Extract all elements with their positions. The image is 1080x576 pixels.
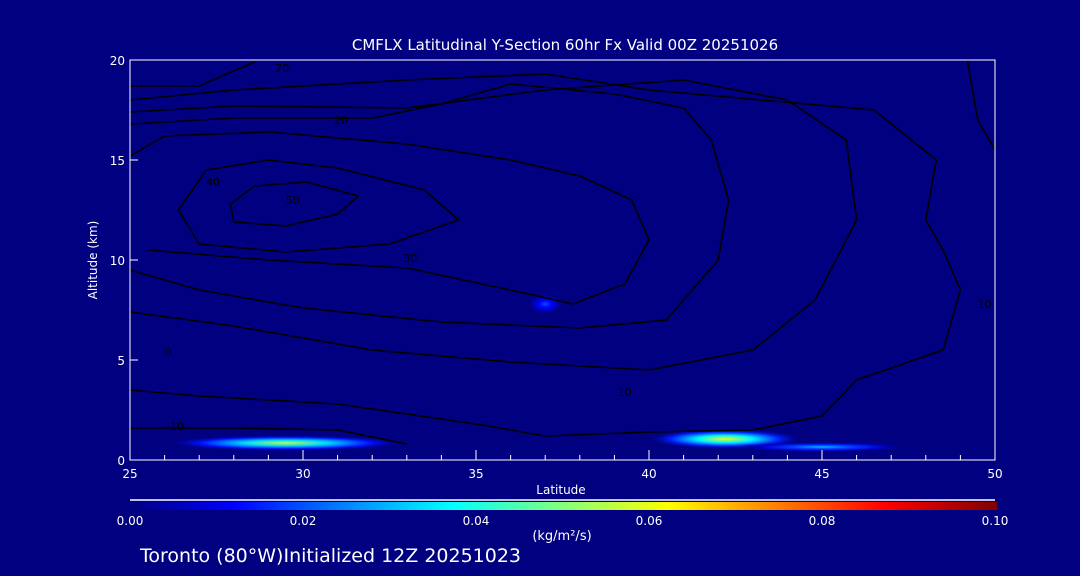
y-tick-label: 20 xyxy=(110,54,125,68)
colorbar xyxy=(130,502,997,510)
y-tick-label: 0 xyxy=(117,454,125,468)
colorbar-tick-label: 0.00 xyxy=(117,514,144,528)
contour-label: 70 xyxy=(275,62,289,75)
x-tick-label: 50 xyxy=(987,467,1002,481)
contour-label: 20 xyxy=(334,114,348,127)
axes: 25 30 35 40 45 50 0 5 10 15 20 xyxy=(110,54,1003,481)
contour-label: 40 xyxy=(206,176,220,189)
x-tick-label: 25 xyxy=(122,467,137,481)
contour-line xyxy=(130,427,407,445)
colorbar-tick-label: 0.08 xyxy=(809,514,836,528)
colorbar-tick-label: 0.04 xyxy=(463,514,490,528)
shaded-region xyxy=(735,442,909,452)
contour-line xyxy=(129,131,650,305)
chart-title: CMFLX Latitudinal Y-Section 60hr Fx Vali… xyxy=(352,36,778,54)
contour-line xyxy=(129,83,730,329)
x-axis-label: Latitude xyxy=(536,483,585,497)
colorbar-units: (kg/m²/s) xyxy=(532,529,591,544)
contour-line xyxy=(130,61,255,87)
contour-line xyxy=(966,59,996,151)
contour-line xyxy=(129,79,858,371)
x-tick-label: 45 xyxy=(814,467,829,481)
shaded-region xyxy=(164,435,407,451)
contour-label: 10 xyxy=(978,298,992,311)
x-tick-label: 30 xyxy=(295,467,310,481)
contour-label: 0 xyxy=(165,346,172,359)
contour-line xyxy=(229,181,361,227)
shaded-regions xyxy=(164,294,909,452)
contour-line xyxy=(129,73,962,437)
colorbar-ticks: 0.00 0.02 0.04 0.06 0.08 0.10 xyxy=(117,514,1009,528)
contour-label: 10 xyxy=(618,386,632,399)
colorbar-tick-label: 0.10 xyxy=(982,514,1009,528)
x-tick-label: 40 xyxy=(641,467,656,481)
contour-line xyxy=(177,159,461,253)
y-tick-label: 5 xyxy=(117,354,125,368)
colorbar-tick-label: 0.02 xyxy=(290,514,317,528)
x-tick-label: 35 xyxy=(468,467,483,481)
contour-label: 30 xyxy=(403,252,417,265)
contour-lines: 50 40 30 20 10 0 70 -10 10 xyxy=(129,59,996,445)
footer-text: Toronto (80°W)Initialized 12Z 20251023 xyxy=(139,545,521,567)
y-axis-label: Altitude (km) xyxy=(86,221,100,300)
y-tick-label: 15 xyxy=(110,154,125,168)
colorbar-tick-label: 0.06 xyxy=(636,514,663,528)
contour-label: 50 xyxy=(286,194,300,207)
y-tick-label: 10 xyxy=(110,254,125,268)
contour-label: -10 xyxy=(166,420,184,433)
